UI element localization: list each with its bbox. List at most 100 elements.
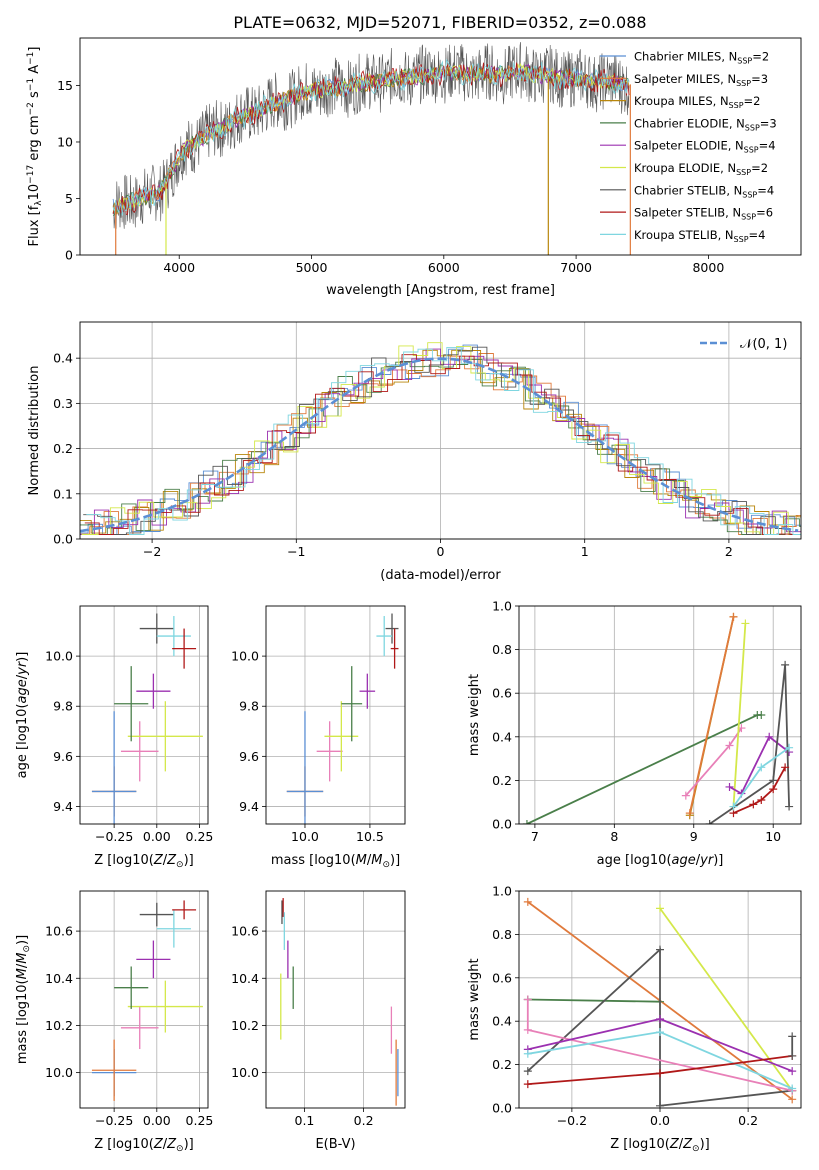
x-tick-label: 0.0 (650, 1113, 670, 1128)
legend-label: Chabrier MILES, NSSP=2 (634, 50, 769, 66)
y-tick-label: 0.4 (53, 351, 73, 366)
weight-marker (656, 945, 664, 954)
x-tick-label: 5000 (296, 260, 328, 275)
panel-mass-vs-ebv: 0.1 0.2 10.0 10.2 10.4 10.6 E(B-V) (231, 890, 406, 1152)
y-tick-label: 10.6 (231, 924, 259, 939)
y-tick-label: 10.0 (45, 649, 73, 664)
histogram-chabrier-elodie (80, 358, 801, 535)
y-tick-label: 0.6 (492, 686, 512, 701)
weight-marker (788, 1032, 797, 1041)
weight-line (729, 735, 790, 795)
legend-label: Chabrier ELODIE, NSSP=3 (634, 116, 777, 132)
weight-marker (788, 1051, 797, 1060)
histogram-kroupa-stelib (86, 346, 801, 535)
weight-marker (788, 1095, 797, 1104)
weight-marker (729, 612, 738, 621)
plot-area (280, 898, 399, 1106)
x-tick-label: 0.25 (186, 829, 214, 844)
weight-marker (523, 1049, 532, 1058)
y-tick-label: 0.6 (492, 970, 512, 985)
x-tick-label: 0.25 (186, 1113, 214, 1128)
x-tick-label: 9 (690, 829, 698, 844)
x-tick-label: 7 (531, 829, 539, 844)
panel-age-vs-Z: −0.25 0.00 0.25 9.4 9.6 9.8 10.0 Z [log10(Z/Z⊙)… (15, 605, 214, 870)
plot-area (91, 613, 203, 824)
weight-marker (785, 743, 794, 752)
axes-frame (79, 890, 209, 1109)
x-tick-label: −0.25 (95, 1113, 133, 1128)
x-tick-label: 8 (610, 829, 618, 844)
weight-marker (781, 660, 790, 669)
weight-marker (725, 782, 734, 791)
y-tick-label: 10 (57, 134, 73, 149)
weight-marker (656, 1015, 664, 1024)
weight-marker (523, 1080, 532, 1089)
axes-frame (265, 890, 406, 1109)
x-tick-label: −1 (287, 544, 305, 559)
weight-marker (656, 1101, 664, 1108)
y-tick-label: 10.0 (231, 1065, 259, 1080)
y-tick-label: 0.8 (492, 642, 512, 657)
plot-area (91, 900, 203, 1101)
panel-weight-vs-Z: −0.2 0.0 0.2 0.0 0.2 0.4 0.6 0.8 1.0 mass weight Z… (467, 884, 802, 1154)
mass-vs-ebv-xlabel: E(B-V) (315, 1137, 355, 1152)
panel-mass-vs-Z: −0.25 0.00 0.25 10.0 10.2 10.4 10.6 Z [log10(Z/… (15, 890, 214, 1154)
y-tick-label: 10.4 (45, 971, 73, 986)
y-tick-label: 0.1 (53, 486, 73, 501)
weight-line (526, 714, 762, 824)
spectrum-xlabel: wavelength [Angstrom, rest frame] (326, 283, 555, 298)
weight-marker (785, 802, 794, 811)
panel-weight-vs-age: 7 8 9 10 0.0 0.2 0.4 0.6 0.8 1.0 mass weight age [l… (467, 599, 802, 868)
weight-marker (741, 619, 750, 628)
weight-marker (685, 809, 694, 818)
weight-marker (769, 776, 778, 785)
y-tick-label: 9.4 (239, 799, 259, 814)
x-tick-label: 0.00 (143, 1113, 171, 1128)
x-tick-label: 6000 (428, 260, 460, 275)
x-tick-label: 0 (437, 544, 445, 559)
panel-age-vs-mass: 10.0 10.5 9.4 9.6 9.8 10.0 mass [log10(M/M⊙)] (231, 605, 406, 870)
plot-area (80, 342, 801, 535)
weight-marker (769, 785, 778, 794)
weight-marker (681, 791, 690, 800)
y-tick-label: 10.6 (45, 924, 73, 939)
x-tick-label: 10.0 (291, 829, 319, 844)
legend-label: Salpeter MILES, NSSP=3 (634, 72, 768, 88)
x-tick-label: −0.25 (95, 829, 133, 844)
weight-marker (725, 741, 734, 750)
y-tick-label: 0.3 (53, 396, 73, 411)
axes-frame (79, 605, 209, 825)
legend-label: Salpeter STELIB, NSSP=6 (634, 206, 773, 222)
y-tick-label: 0.0 (53, 532, 73, 547)
axes-frame (518, 890, 802, 1109)
weight-marker (705, 820, 714, 824)
y-tick-label: 9.6 (53, 749, 73, 764)
weight-line (527, 947, 793, 1107)
x-tick-label: 1 (581, 544, 589, 559)
weight-marker (656, 1028, 664, 1037)
axes-frame (265, 605, 406, 825)
weight-marker (765, 732, 774, 741)
residuals-ylabel: Normed distribution (27, 366, 42, 496)
y-tick-label: 1.0 (492, 599, 512, 614)
mass-vs-Z-ylabel: mass [log10(M/M⊙)] (15, 935, 32, 1064)
x-tick-label: 0.00 (143, 829, 171, 844)
y-tick-label: 0.4 (492, 729, 512, 744)
weight-marker (522, 820, 531, 824)
legend-label: Kroupa MILES, NSSP=2 (634, 94, 760, 110)
weight-marker (656, 904, 664, 913)
x-tick-label: 8000 (692, 260, 724, 275)
y-tick-label: 1.0 (492, 884, 512, 899)
x-tick-label: −0.2 (557, 1113, 587, 1128)
y-tick-label: 9.8 (53, 699, 73, 714)
y-tick-label: 0.2 (53, 441, 73, 456)
legend-label: Salpeter ELODIE, NSSP=4 (634, 139, 776, 155)
weight-marker (749, 800, 758, 809)
weight-vs-Z-xlabel: Z [log10(Z/Z⊙)] (610, 1137, 709, 1154)
weight-vs-age-xlabel: age [log10(age/yr)] (597, 853, 724, 868)
mass-vs-Z-xlabel: Z [log10(Z/Z⊙)] (94, 1137, 193, 1154)
figure-title: PLATE=0632, MJD=52071, FIBERID=0352, z=0… (233, 13, 646, 32)
x-tick-label: 0.2 (354, 1113, 374, 1128)
y-tick-label: 9.8 (239, 699, 259, 714)
